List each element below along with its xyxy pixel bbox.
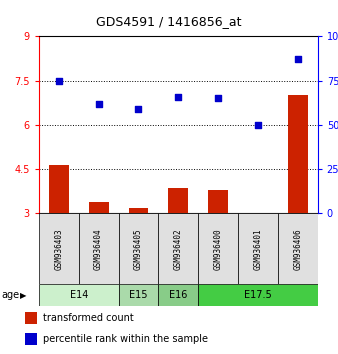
Text: GSM936405: GSM936405 xyxy=(134,228,143,270)
Bar xyxy=(168,188,188,213)
Point xyxy=(176,94,181,99)
Point xyxy=(56,78,62,84)
Text: GSM936402: GSM936402 xyxy=(174,228,183,270)
Text: transformed count: transformed count xyxy=(43,313,134,324)
Text: percentile rank within the sample: percentile rank within the sample xyxy=(43,335,208,344)
Point xyxy=(96,101,101,107)
Text: GDS4591 / 1416856_at: GDS4591 / 1416856_at xyxy=(96,15,242,28)
Bar xyxy=(288,96,308,213)
Bar xyxy=(79,213,119,284)
Text: GSM936404: GSM936404 xyxy=(94,228,103,270)
Bar xyxy=(39,213,79,284)
Point xyxy=(295,57,300,62)
Bar xyxy=(208,190,228,213)
Text: E17.5: E17.5 xyxy=(244,290,272,300)
Bar xyxy=(25,313,37,324)
Bar xyxy=(128,207,148,213)
Point xyxy=(136,106,141,112)
Bar xyxy=(49,165,69,213)
Bar xyxy=(159,284,198,306)
Point xyxy=(215,96,221,101)
Bar xyxy=(159,213,198,284)
Bar xyxy=(39,284,119,306)
Point xyxy=(255,122,261,128)
Bar xyxy=(119,284,159,306)
Bar xyxy=(238,213,278,284)
Bar xyxy=(89,202,108,213)
Bar xyxy=(25,333,37,346)
Text: age: age xyxy=(2,290,20,300)
Bar xyxy=(198,284,318,306)
Text: GSM936406: GSM936406 xyxy=(293,228,302,270)
Text: GSM936401: GSM936401 xyxy=(254,228,263,270)
Bar xyxy=(278,213,318,284)
Text: E16: E16 xyxy=(169,290,188,300)
Text: E15: E15 xyxy=(129,290,148,300)
Text: ▶: ▶ xyxy=(20,291,27,300)
Bar xyxy=(119,213,159,284)
Text: GSM936400: GSM936400 xyxy=(214,228,223,270)
Text: GSM936403: GSM936403 xyxy=(54,228,63,270)
Text: E14: E14 xyxy=(70,290,88,300)
Bar xyxy=(198,213,238,284)
